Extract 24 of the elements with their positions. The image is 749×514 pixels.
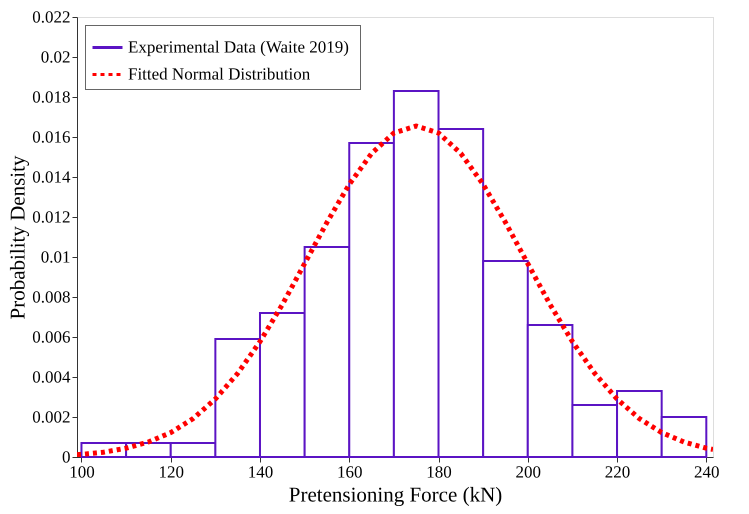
x-tick-label: 240 [694,462,720,482]
x-tick-label: 100 [69,462,95,482]
y-tick-label: 0.02 [40,48,70,66]
x-tick-label: 220 [604,462,630,482]
y-tick-label: 0.012 [32,208,70,226]
y-tick-label: 0.006 [32,328,70,346]
x-tick-label: 180 [426,462,452,482]
y-tick-label: 0.018 [32,88,70,106]
y-tick-label: 0.002 [32,408,70,426]
y-tick-label: 0 [62,448,70,466]
y-tick-label: 0.008 [32,288,70,306]
x-axis-title: Pretensioning Force (kN) [288,482,502,506]
x-tick-label: 140 [248,462,274,482]
y-axis-title: Probability Density [5,155,30,320]
legend-label: Experimental Data (Waite 2019) [128,38,349,56]
y-tick-label: 0.016 [32,128,70,146]
x-tick-label: 120 [158,462,184,482]
x-tick-label: 160 [337,462,363,482]
x-tick-label: 200 [516,462,542,482]
y-tick-label: 0.022 [32,8,70,26]
y-tick-label: 0.01 [40,248,70,266]
y-tick-label: 0.004 [32,368,71,386]
y-tick-label: 0.014 [32,168,71,186]
legend-label: Fitted Normal Distribution [128,64,311,84]
